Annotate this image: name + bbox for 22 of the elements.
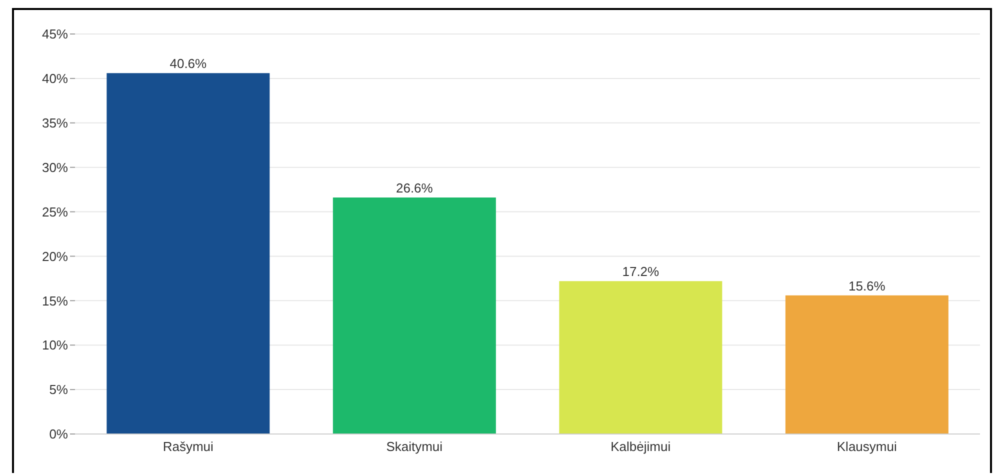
y-tick-label: 15% (42, 293, 68, 308)
data-label: 15.6% (848, 278, 886, 294)
bar (559, 281, 722, 434)
y-tick-label: 0% (49, 426, 68, 442)
y-tick-label: 20% (42, 248, 68, 264)
bar (332, 198, 496, 434)
y-tick-label: 30% (42, 160, 68, 175)
x-tick-label: Kalbėjimui (610, 439, 671, 454)
bar (106, 73, 270, 434)
x-tick-label: Klausymui (836, 439, 897, 454)
y-tick-label: 40% (42, 71, 68, 86)
bar (785, 295, 948, 434)
y-tick-label: 45% (42, 26, 68, 42)
y-tick-label: 10% (42, 338, 68, 353)
x-tick-label: Skaitymui (386, 439, 443, 454)
y-tick-label: 25% (42, 204, 68, 220)
data-label: 17.2% (622, 264, 660, 280)
data-label: 40.6% (170, 56, 208, 72)
y-tick-label: 5% (49, 382, 68, 398)
x-tick-label: Rašymui (162, 439, 214, 454)
y-tick-label: 35% (42, 116, 68, 131)
data-label: 26.6% (396, 180, 434, 196)
